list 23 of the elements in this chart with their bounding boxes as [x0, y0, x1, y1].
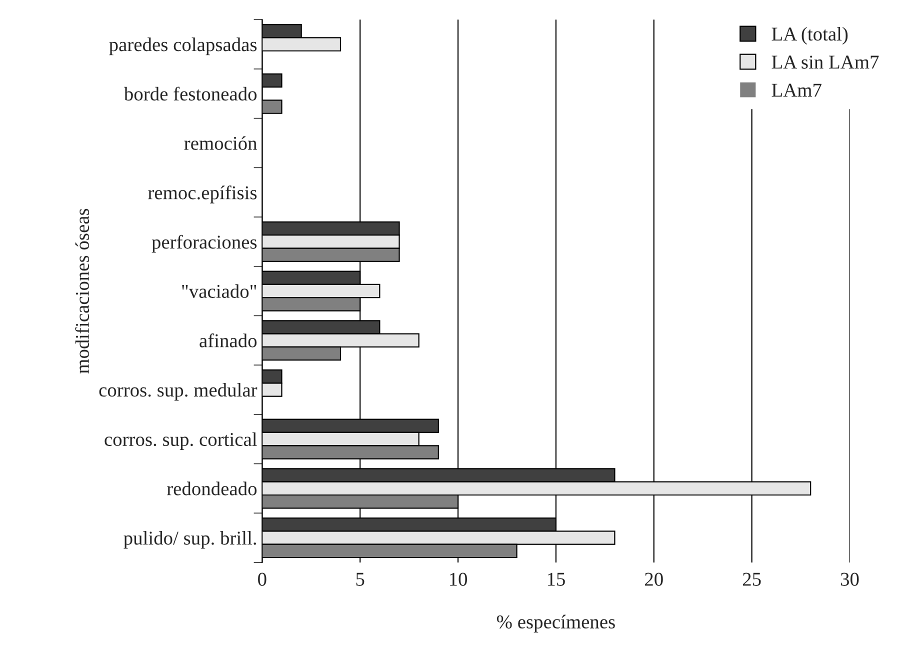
y-axis-title: modificaciones óseas [75, 208, 90, 374]
y-tick-label: pulido/ sup. brill. [124, 531, 256, 549]
x-tick-label: 20 [645, 572, 663, 586]
y-tick-label: remoc.epífisis [148, 185, 257, 204]
legend-label: LAm7 [772, 84, 822, 97]
y-tick-label: paredes colapsadas [109, 38, 257, 56]
y-tick-label: redondeado [166, 482, 257, 496]
x-tick-label: 15 [548, 572, 565, 586]
x-tick-label: 10 [450, 572, 468, 586]
y-tick-label: corros. sup. medular [99, 382, 258, 401]
y-tick-label: borde festoneado [124, 86, 257, 101]
y-tick-label: perforaciones [152, 234, 257, 253]
x-tick-label: 30 [840, 572, 859, 586]
y-tick-label: remoción [184, 136, 258, 150]
legend-label: LA (total) [772, 26, 848, 45]
legend-label: LA sin LAm7 [772, 56, 879, 69]
x-tick-label: 25 [742, 572, 761, 586]
x-tick-label: 5 [356, 572, 364, 586]
y-tick-label: corros. sup. cortical [104, 432, 257, 450]
x-axis-title: % especímenes [496, 614, 615, 632]
y-tick-label: "vaciado" [182, 284, 256, 298]
x-tick-label: 0 [258, 572, 266, 586]
y-tick-label: afinado [200, 333, 257, 348]
